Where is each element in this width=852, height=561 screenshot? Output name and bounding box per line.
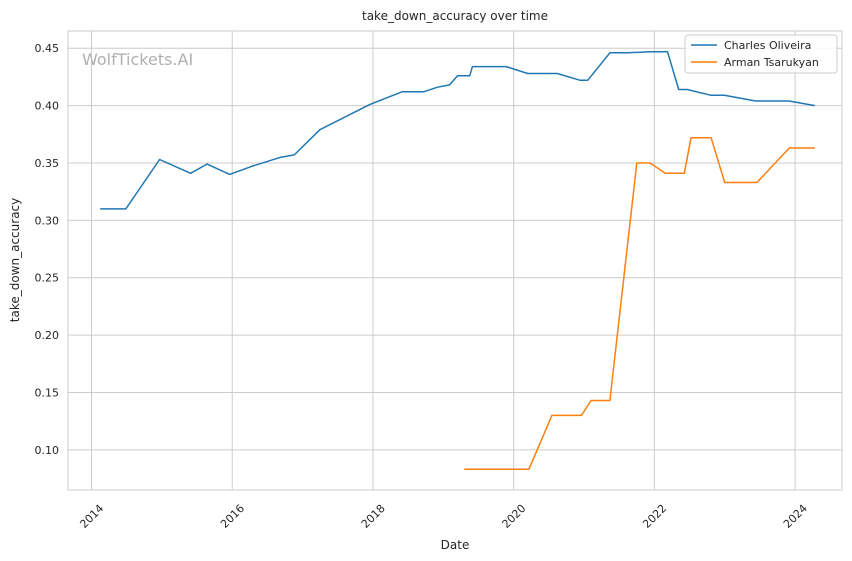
grid-lines	[68, 31, 842, 490]
x-tick-label: 2020	[500, 502, 529, 531]
watermark-text: WolfTickets.AI	[82, 50, 193, 69]
y-tick-label: 0.15	[35, 386, 60, 399]
legend: Charles Oliveira Arman Tsarukyan	[684, 34, 838, 74]
legend-label-arman-tsarukyan: Arman Tsarukyan	[724, 56, 819, 69]
chart-title: take_down_accuracy over time	[362, 9, 548, 23]
y-tick-label: 0.45	[35, 42, 60, 55]
x-axis-ticks: 2014 2016 2018 2020 2022 2024	[77, 502, 810, 531]
x-axis-title: Date	[441, 538, 470, 552]
y-axis-title: take_down_accuracy	[8, 198, 22, 322]
x-tick-label: 2014	[77, 502, 106, 531]
x-tick-label: 2024	[781, 502, 810, 531]
y-tick-label: 0.35	[35, 157, 60, 170]
plot-area	[67, 30, 843, 491]
y-tick-label: 0.40	[35, 100, 60, 113]
y-tick-label: 0.10	[35, 444, 60, 457]
y-axis-ticks: 0.10 0.15 0.20 0.25 0.30 0.35 0.40 0.45	[35, 42, 60, 457]
series-lines	[100, 50, 816, 471]
y-tick-label: 0.30	[35, 214, 60, 227]
series-line-charles-oliveira	[100, 50, 816, 210]
y-tick-label: 0.25	[35, 272, 60, 285]
legend-box	[684, 34, 838, 74]
y-tick-label: 0.20	[35, 329, 60, 342]
x-tick-label: 2018	[359, 502, 388, 531]
x-tick-label: 2016	[218, 502, 247, 531]
x-tick-label: 2022	[640, 502, 669, 531]
legend-label-charles-oliveira: Charles Oliveira	[724, 39, 811, 52]
series-line-arman-tsarukyan	[464, 136, 815, 471]
